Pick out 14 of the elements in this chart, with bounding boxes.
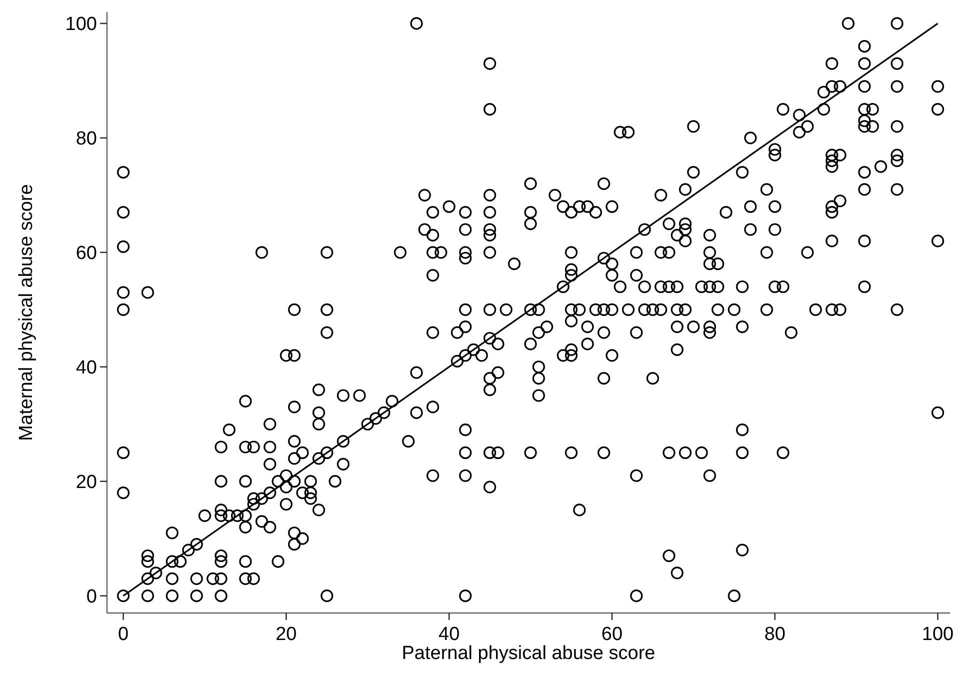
x-tick-label: 60	[601, 624, 623, 645]
y-axis-title: Maternal physical abuse score	[16, 184, 37, 441]
x-tick-label: 40	[438, 624, 460, 645]
y-tick-label: 100	[65, 14, 97, 36]
x-tick-label: 100	[922, 624, 954, 645]
y-tick-label: 80	[76, 128, 97, 150]
y-tick-label: 40	[76, 358, 97, 379]
x-tick-label: 20	[276, 624, 297, 645]
x-tick-label: 80	[764, 624, 786, 645]
y-tick-label: 60	[76, 243, 97, 264]
y-tick-label: 20	[76, 472, 97, 493]
y-tick-label: 0	[86, 586, 97, 608]
x-axis-title: Paternal physical abuse score	[402, 643, 656, 664]
x-tick-label: 0	[118, 624, 129, 645]
